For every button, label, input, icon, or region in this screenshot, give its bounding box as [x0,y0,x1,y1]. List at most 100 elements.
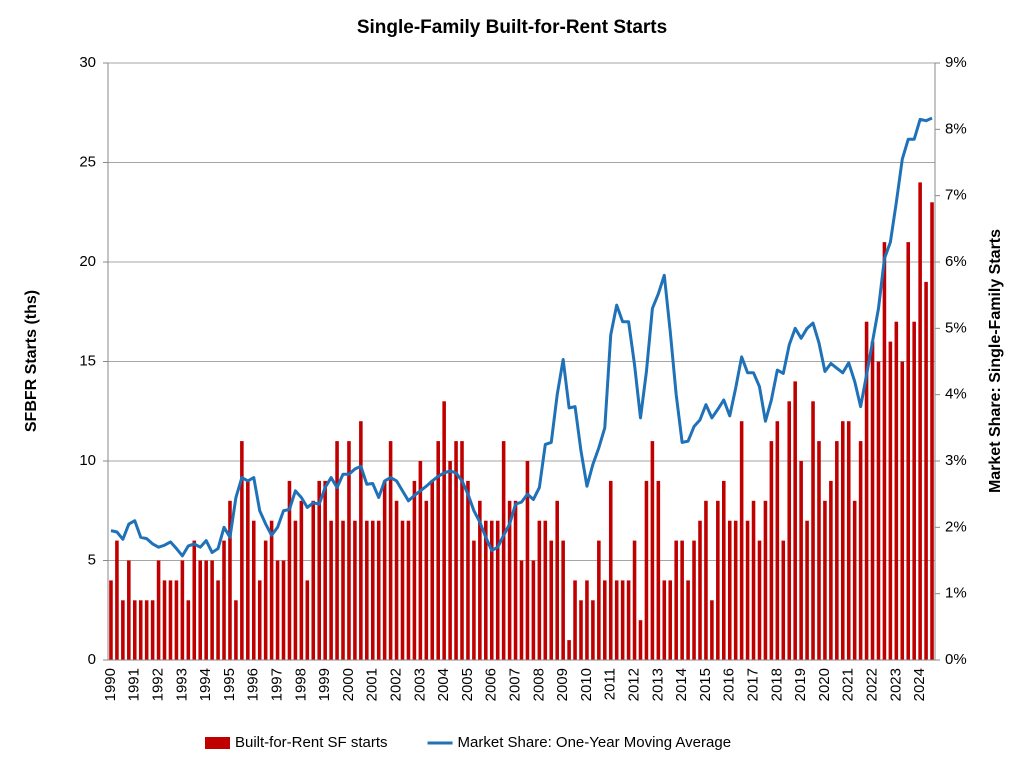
x-tick-label: 2010 [578,668,595,701]
bar [579,600,583,660]
bar [745,520,750,660]
y2-tick-label: 5% [945,319,967,336]
bar [597,540,601,660]
bar [930,202,934,661]
x-tick-label: 2019 [792,668,809,701]
y-tick-label: 25 [79,153,96,170]
y-tick-label: 5 [88,551,96,568]
bar [216,580,220,660]
bar [484,520,488,660]
bar [614,580,619,660]
bar [858,441,863,660]
bar [751,500,756,660]
legend-swatch [205,737,230,749]
bar [478,500,482,660]
bar [436,441,440,660]
bar [246,480,250,660]
bar [472,540,476,660]
bar [698,520,702,660]
x-tick-label: 2003 [411,668,428,701]
bar [376,520,381,660]
bar [585,580,589,660]
bar [388,441,393,660]
bar [793,381,797,660]
bar [692,540,696,660]
bar [829,480,833,660]
y-tick-label: 20 [79,253,96,270]
bar [733,520,738,660]
bar [495,520,500,660]
bar [519,560,524,660]
x-tick-label: 1994 [197,668,214,701]
bar [424,500,429,660]
bar [204,560,208,660]
bar [680,540,684,660]
bar [460,441,464,660]
bar [365,520,369,660]
bar [603,580,607,660]
bar [775,421,780,660]
x-tick-label: 2006 [483,668,500,701]
bar [906,242,911,660]
x-tick-label: 1995 [221,668,238,701]
bar [632,540,637,660]
bar [269,520,274,660]
x-tick-label: 2022 [863,668,880,701]
bar [228,500,232,660]
bar [650,441,655,660]
bar [840,421,845,660]
x-tick-label: 2000 [340,668,357,701]
bar [704,500,708,660]
bar [317,480,321,660]
x-tick-label: 2001 [364,668,381,701]
bar [489,520,494,660]
x-tick-label: 2002 [388,668,405,701]
bar [162,580,167,660]
bar [686,580,690,660]
bar [668,580,673,660]
y-tick-label: 0 [88,651,96,668]
x-tick-label: 2023 [887,668,904,701]
bar [394,500,399,660]
y2-tick-label: 7% [945,187,967,204]
x-tick-label: 2014 [673,668,690,701]
bar [400,520,405,660]
y2-tick-label: 9% [945,54,967,71]
bar [674,540,678,660]
x-tick-label: 2004 [435,668,452,701]
bar [299,500,304,660]
bar [739,421,744,660]
bar [287,480,292,660]
bar [781,540,786,660]
bar [918,182,922,660]
x-tick-label: 2011 [602,668,619,700]
x-tick-label: 2008 [530,668,547,701]
bar [305,580,310,660]
bar [198,560,203,660]
bar [555,500,559,660]
bar [531,560,536,660]
bar [222,540,226,660]
bar [763,500,768,660]
bar [912,321,916,660]
bar [251,520,256,660]
bar [150,600,155,660]
bar [127,560,131,660]
bar [888,341,893,660]
x-tick-label: 2009 [554,668,571,701]
bar [240,441,244,660]
bar [591,600,595,660]
x-tick-label: 1997 [269,668,286,701]
x-tick-label: 1990 [102,668,119,701]
bar [894,321,899,660]
bar [263,540,268,660]
y2-tick-label: 6% [945,253,967,270]
bar [412,480,417,660]
y2-tick-label: 4% [945,386,967,403]
bar [210,560,214,660]
y-axis-title: SFBFR Starts (ths) [23,290,40,432]
bar [507,500,512,660]
x-tick-label: 2015 [697,668,714,701]
bar [876,361,881,660]
